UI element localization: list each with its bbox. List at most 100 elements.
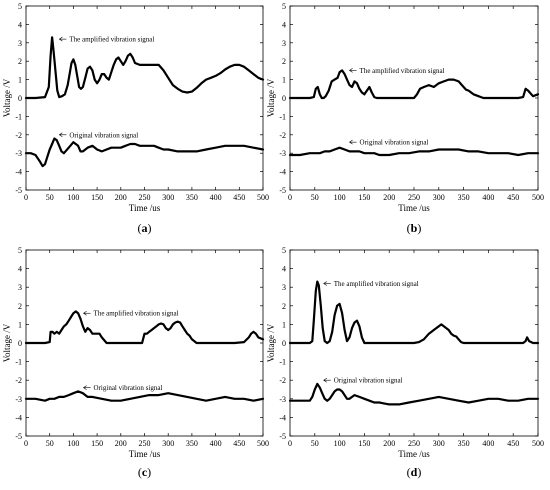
y-tick-label: -1 <box>279 358 286 367</box>
y-tick-label: -4 <box>15 413 22 422</box>
x-tick-label: 0 <box>288 439 292 448</box>
y-tick-label: -1 <box>15 112 22 121</box>
panel-d: 0 50 100 150 200 250 300 350 400 450 500-5-4-3-2-1… <box>266 246 544 479</box>
x-tick-label: 250 <box>139 439 151 448</box>
y-tick-label: 0 <box>282 339 286 348</box>
y-axis-label: Voltage /V <box>2 323 12 362</box>
annotation-arrowhead <box>349 139 353 145</box>
y-tick-label: 0 <box>18 339 22 348</box>
y-tick-label: -4 <box>15 168 22 177</box>
y-tick-label: -3 <box>279 149 286 158</box>
panel-c: 0 50 100 150 200 250 300 350 400 450 500-5-4-3-2-1… <box>2 246 269 479</box>
amplified-signal-line <box>288 69 540 100</box>
annotation-arrowhead <box>58 36 63 42</box>
y-tick-label: 5 <box>282 246 286 255</box>
panel-label: (b) <box>407 221 422 235</box>
y-tick-label: 5 <box>282 2 286 11</box>
y-tick-label: 1 <box>18 320 22 329</box>
panel-label: (d) <box>407 465 422 479</box>
x-tick-label: 350 <box>458 193 470 202</box>
y-tick-label: 1 <box>282 320 286 329</box>
x-tick-label: 200 <box>115 193 127 202</box>
original-signal-line <box>24 390 265 402</box>
x-tick-label: 200 <box>383 193 395 202</box>
x-tick-label: 100 <box>334 193 346 202</box>
y-tick-label: 3 <box>282 39 286 48</box>
x-tick-label: 0 <box>24 439 28 448</box>
panel-a: 0 50 100 150 200 250 300 350 400 450 500-5-4-3-2-1… <box>2 2 269 235</box>
x-tick-label: 300 <box>433 439 445 448</box>
x-tick-label: 350 <box>186 193 198 202</box>
x-tick-label: 400 <box>482 193 494 202</box>
y-tick-label: -5 <box>15 186 22 195</box>
y-tick-label: -2 <box>15 376 22 385</box>
y-tick-label: -2 <box>15 131 22 140</box>
original-signal-line <box>24 137 265 168</box>
y-tick-label: -2 <box>279 131 286 140</box>
x-tick-label: 350 <box>186 439 198 448</box>
y-axis-label: Voltage /V <box>2 78 12 117</box>
x-tick-label: 350 <box>458 439 470 448</box>
x-tick-label: 250 <box>408 193 420 202</box>
amplified-signal-annotation: The amplified vibration signal <box>334 280 419 288</box>
y-tick-label: -3 <box>15 149 22 158</box>
y-tick-label: 2 <box>282 302 286 311</box>
y-tick-label: 3 <box>282 283 286 292</box>
y-tick-label: -5 <box>15 432 22 441</box>
amplified-signal-line <box>288 280 540 345</box>
x-tick-label: 50 <box>46 439 54 448</box>
annotation-arrowhead <box>58 132 63 138</box>
x-tick-label: 450 <box>233 439 245 448</box>
annotation-arrowhead <box>349 68 353 73</box>
x-tick-label: 300 <box>433 193 445 202</box>
y-tick-label: 5 <box>18 2 22 11</box>
x-tick-label: 250 <box>139 193 151 202</box>
x-tick-label: 0 <box>288 193 292 202</box>
y-tick-label: 4 <box>18 20 22 29</box>
y-axis-label: Voltage /V <box>266 78 276 117</box>
panel-b: 0 50 100 150 200 250 300 350 400 450 500-5-4-3-2-1… <box>266 2 544 235</box>
y-tick-label: 3 <box>18 39 22 48</box>
x-tick-label: 300 <box>162 439 174 448</box>
y-tick-label: -2 <box>279 376 286 385</box>
y-tick-label: 4 <box>282 20 286 29</box>
amplified-signal-annotation: The amplified vibration signal <box>69 36 154 44</box>
x-axis-label: Time /us <box>129 449 161 459</box>
x-tick-label: 400 <box>210 439 222 448</box>
amplified-signal-annotation: The amplified vibration signal <box>360 67 445 75</box>
x-tick-label: 250 <box>408 439 420 448</box>
x-tick-label: 50 <box>311 439 319 448</box>
y-tick-label: -3 <box>279 395 286 404</box>
annotation-arrowhead <box>83 385 87 390</box>
y-axis-label: Voltage /V <box>266 323 276 362</box>
x-tick-label: 200 <box>383 439 395 448</box>
amplified-signal-line <box>24 310 265 345</box>
amplified-signal-annotation: The amplified vibration signal <box>94 310 179 318</box>
x-tick-label: 200 <box>115 439 127 448</box>
amplified-signal-line <box>24 36 265 100</box>
y-tick-label: -5 <box>279 186 286 195</box>
panel-label: (c) <box>138 465 151 479</box>
x-tick-label: 450 <box>507 439 519 448</box>
y-tick-label: -4 <box>279 413 286 422</box>
x-tick-label: 450 <box>507 193 519 202</box>
x-tick-label: 50 <box>311 193 319 202</box>
x-tick-label: 100 <box>67 439 79 448</box>
annotation-arrowhead <box>323 377 327 383</box>
original-signal-annotation: Original vibration signal <box>69 131 138 139</box>
x-tick-label: 300 <box>162 193 174 202</box>
y-tick-label: 0 <box>282 94 286 103</box>
x-tick-label: 400 <box>210 193 222 202</box>
y-tick-label: 0 <box>18 94 22 103</box>
x-tick-label: 500 <box>532 193 544 202</box>
x-tick-label: 100 <box>67 193 79 202</box>
y-tick-label: 4 <box>18 265 22 274</box>
x-tick-label: 500 <box>532 439 544 448</box>
panel-label: (a) <box>138 221 152 235</box>
x-tick-label: 100 <box>334 439 346 448</box>
x-axis-label: Time /us <box>398 449 430 459</box>
y-tick-label: -4 <box>279 168 286 177</box>
x-tick-label: 150 <box>91 193 103 202</box>
y-tick-label: 3 <box>18 283 22 292</box>
